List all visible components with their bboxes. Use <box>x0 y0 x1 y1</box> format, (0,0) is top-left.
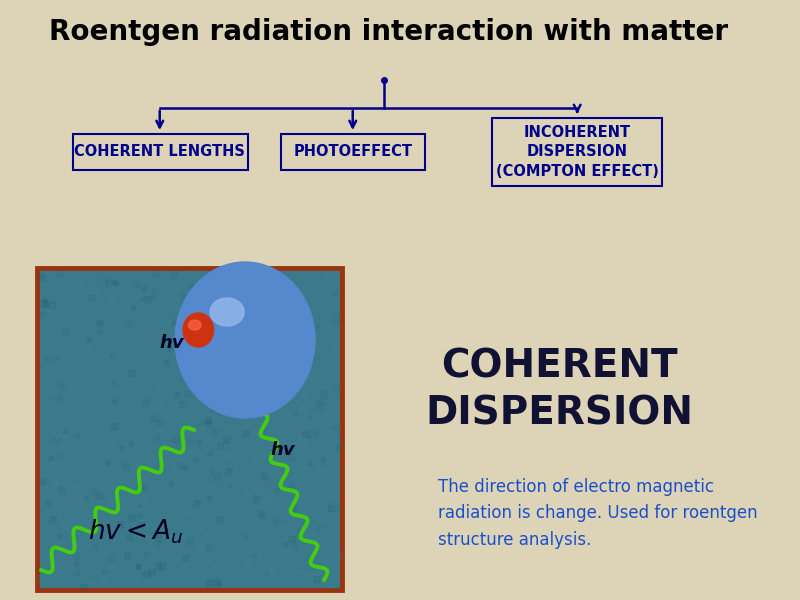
Text: PHOTOEFFECT: PHOTOEFFECT <box>294 145 412 160</box>
Circle shape <box>175 262 315 418</box>
Text: hv: hv <box>160 334 184 352</box>
Ellipse shape <box>189 320 201 330</box>
Text: hv: hv <box>270 441 294 459</box>
Text: The direction of electro magnetic
radiation is change. Used for roentgen
structu: The direction of electro magnetic radiat… <box>438 478 758 549</box>
Text: $hv < A_u$: $hv < A_u$ <box>88 518 183 547</box>
Text: COHERENT
DISPERSION: COHERENT DISPERSION <box>426 347 694 433</box>
Ellipse shape <box>210 298 244 326</box>
Text: COHERENT LENGTHS: COHERENT LENGTHS <box>74 145 245 160</box>
Text: Roentgen radiation interaction with matter: Roentgen radiation interaction with matt… <box>49 18 728 46</box>
Text: INCOHERENT
DISPERSION
(COMPTON EFFECT): INCOHERENT DISPERSION (COMPTON EFFECT) <box>496 125 658 179</box>
Circle shape <box>183 313 214 347</box>
FancyBboxPatch shape <box>37 268 342 590</box>
